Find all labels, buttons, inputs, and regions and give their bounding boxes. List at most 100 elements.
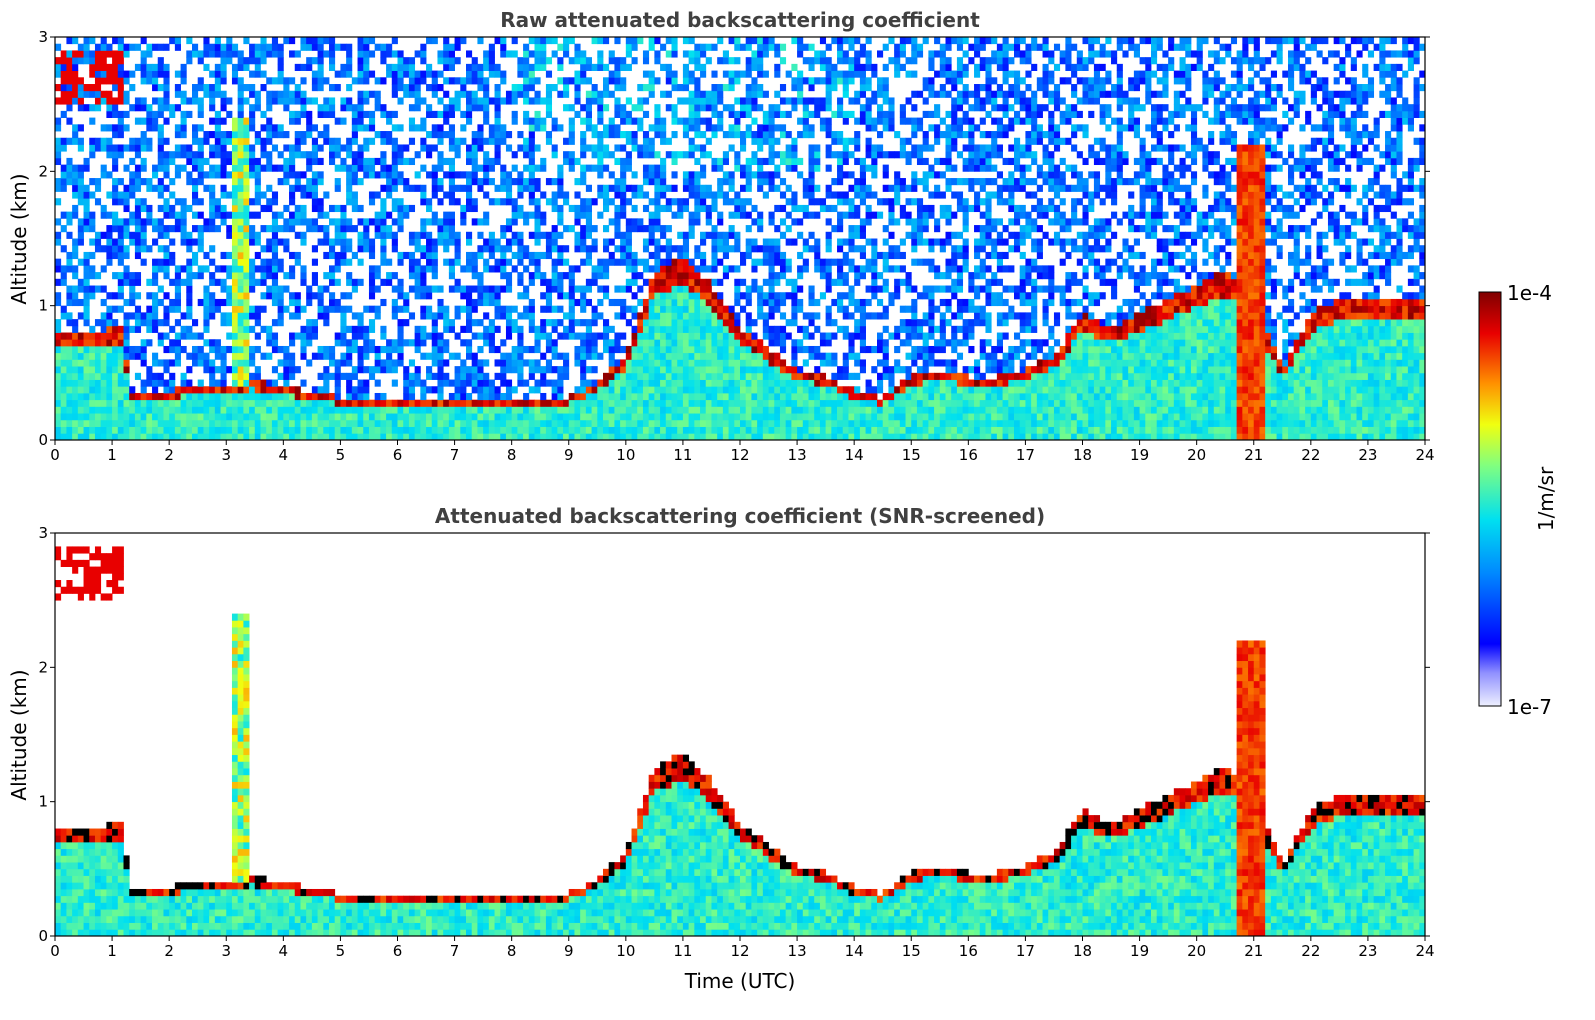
heatmap-cell (197, 171, 204, 179)
heatmap-cell (294, 292, 301, 300)
heatmap-cell (574, 218, 581, 226)
heatmap-cell (580, 386, 587, 394)
heatmap-cell (117, 191, 124, 199)
heatmap-cell (72, 184, 79, 192)
heatmap-cell (408, 413, 416, 421)
heatmap-cell (437, 164, 444, 172)
heatmap-cell (334, 406, 341, 414)
heatmap-cell (83, 57, 90, 65)
heatmap-cell (745, 426, 752, 434)
heatmap-cell (437, 151, 444, 159)
heatmap-cell (163, 77, 170, 85)
heatmap-cell (283, 386, 290, 394)
heatmap-cell (608, 131, 615, 139)
heatmap-cell (688, 104, 695, 112)
heatmap-cell (745, 339, 752, 347)
heatmap-cell (785, 386, 792, 394)
heatmap-cell (768, 339, 775, 347)
heatmap-cell (209, 204, 216, 213)
heatmap-cell (557, 319, 564, 327)
heatmap-cell (243, 171, 250, 179)
heatmap-cell (277, 77, 284, 85)
heatmap-cell (129, 191, 136, 199)
heatmap-cell (625, 305, 632, 313)
heatmap-cell (466, 352, 473, 360)
heatmap-cell (774, 352, 781, 360)
heatmap-cell (523, 178, 530, 186)
heatmap-cell (94, 90, 102, 98)
heatmap-cell (83, 204, 90, 213)
heatmap-cell (466, 110, 473, 118)
heatmap-cell (146, 305, 153, 313)
heatmap-cell (728, 104, 735, 112)
heatmap-cell (768, 124, 775, 132)
heatmap-cell (620, 77, 627, 85)
heatmap-cell (368, 124, 376, 132)
heatmap-cell (568, 298, 575, 307)
heatmap-cell (682, 372, 690, 380)
heatmap-cell (129, 104, 136, 112)
heatmap-cell (60, 433, 67, 441)
heatmap-cell (66, 406, 73, 414)
heatmap-cell (762, 366, 769, 374)
heatmap-cell (437, 238, 444, 246)
heatmap-cell (226, 285, 233, 293)
heatmap-cell (688, 70, 695, 78)
heatmap-cell (152, 399, 159, 407)
heatmap-cell (346, 258, 353, 266)
heatmap-cell (431, 245, 438, 253)
heatmap-cell (180, 399, 187, 407)
heatmap-cell (152, 312, 159, 320)
heatmap-cell (614, 124, 621, 132)
heatmap-cell (488, 97, 495, 105)
heatmap-cell (311, 218, 318, 226)
heatmap-cell (346, 339, 353, 347)
heatmap-cell (511, 84, 518, 92)
heatmap-cell (192, 386, 199, 394)
heatmap-cell (500, 339, 507, 347)
heatmap-cell (460, 292, 467, 300)
heatmap-cell (311, 272, 318, 280)
heatmap-cell (494, 117, 501, 125)
heatmap-cell (117, 37, 124, 45)
heatmap-cell (625, 238, 632, 246)
heatmap-cell (55, 97, 62, 105)
heatmap-cell (271, 124, 279, 132)
heatmap-cell (745, 90, 752, 98)
heatmap-cell (591, 319, 598, 327)
heatmap-cell (505, 392, 513, 401)
heatmap-cell (631, 184, 638, 192)
heatmap-cell (220, 50, 227, 58)
heatmap-cell (540, 419, 547, 427)
heatmap-cell (106, 325, 113, 333)
heatmap-cell (77, 399, 84, 407)
heatmap-cell (197, 426, 204, 434)
heatmap-cell (517, 406, 524, 414)
heatmap-cell (597, 171, 604, 179)
heatmap-cell (254, 104, 261, 112)
heatmap-cell (574, 332, 581, 340)
heatmap-cell (608, 392, 615, 401)
heatmap-cell (368, 325, 376, 333)
heatmap-cell (391, 218, 398, 226)
heatmap-cell (397, 325, 404, 333)
heatmap-cell (134, 151, 142, 159)
heatmap-cell (483, 325, 490, 333)
heatmap-cell (174, 285, 181, 293)
heatmap-cell (152, 359, 159, 367)
heatmap-cell (340, 218, 347, 226)
heatmap-cell (705, 124, 712, 132)
heatmap-cell (277, 97, 284, 105)
heatmap-cell (260, 204, 267, 213)
heatmap-cell (294, 171, 301, 179)
heatmap-cell (534, 90, 541, 98)
heatmap-cell (289, 110, 296, 118)
heatmap-cell (254, 265, 261, 273)
heatmap-cell (597, 63, 604, 71)
heatmap-cell (517, 231, 524, 239)
heatmap-cell (631, 305, 638, 313)
heatmap-cell (186, 238, 193, 246)
heatmap-cell (648, 238, 655, 246)
heatmap-cell (420, 265, 427, 273)
heatmap-cell (334, 218, 341, 226)
